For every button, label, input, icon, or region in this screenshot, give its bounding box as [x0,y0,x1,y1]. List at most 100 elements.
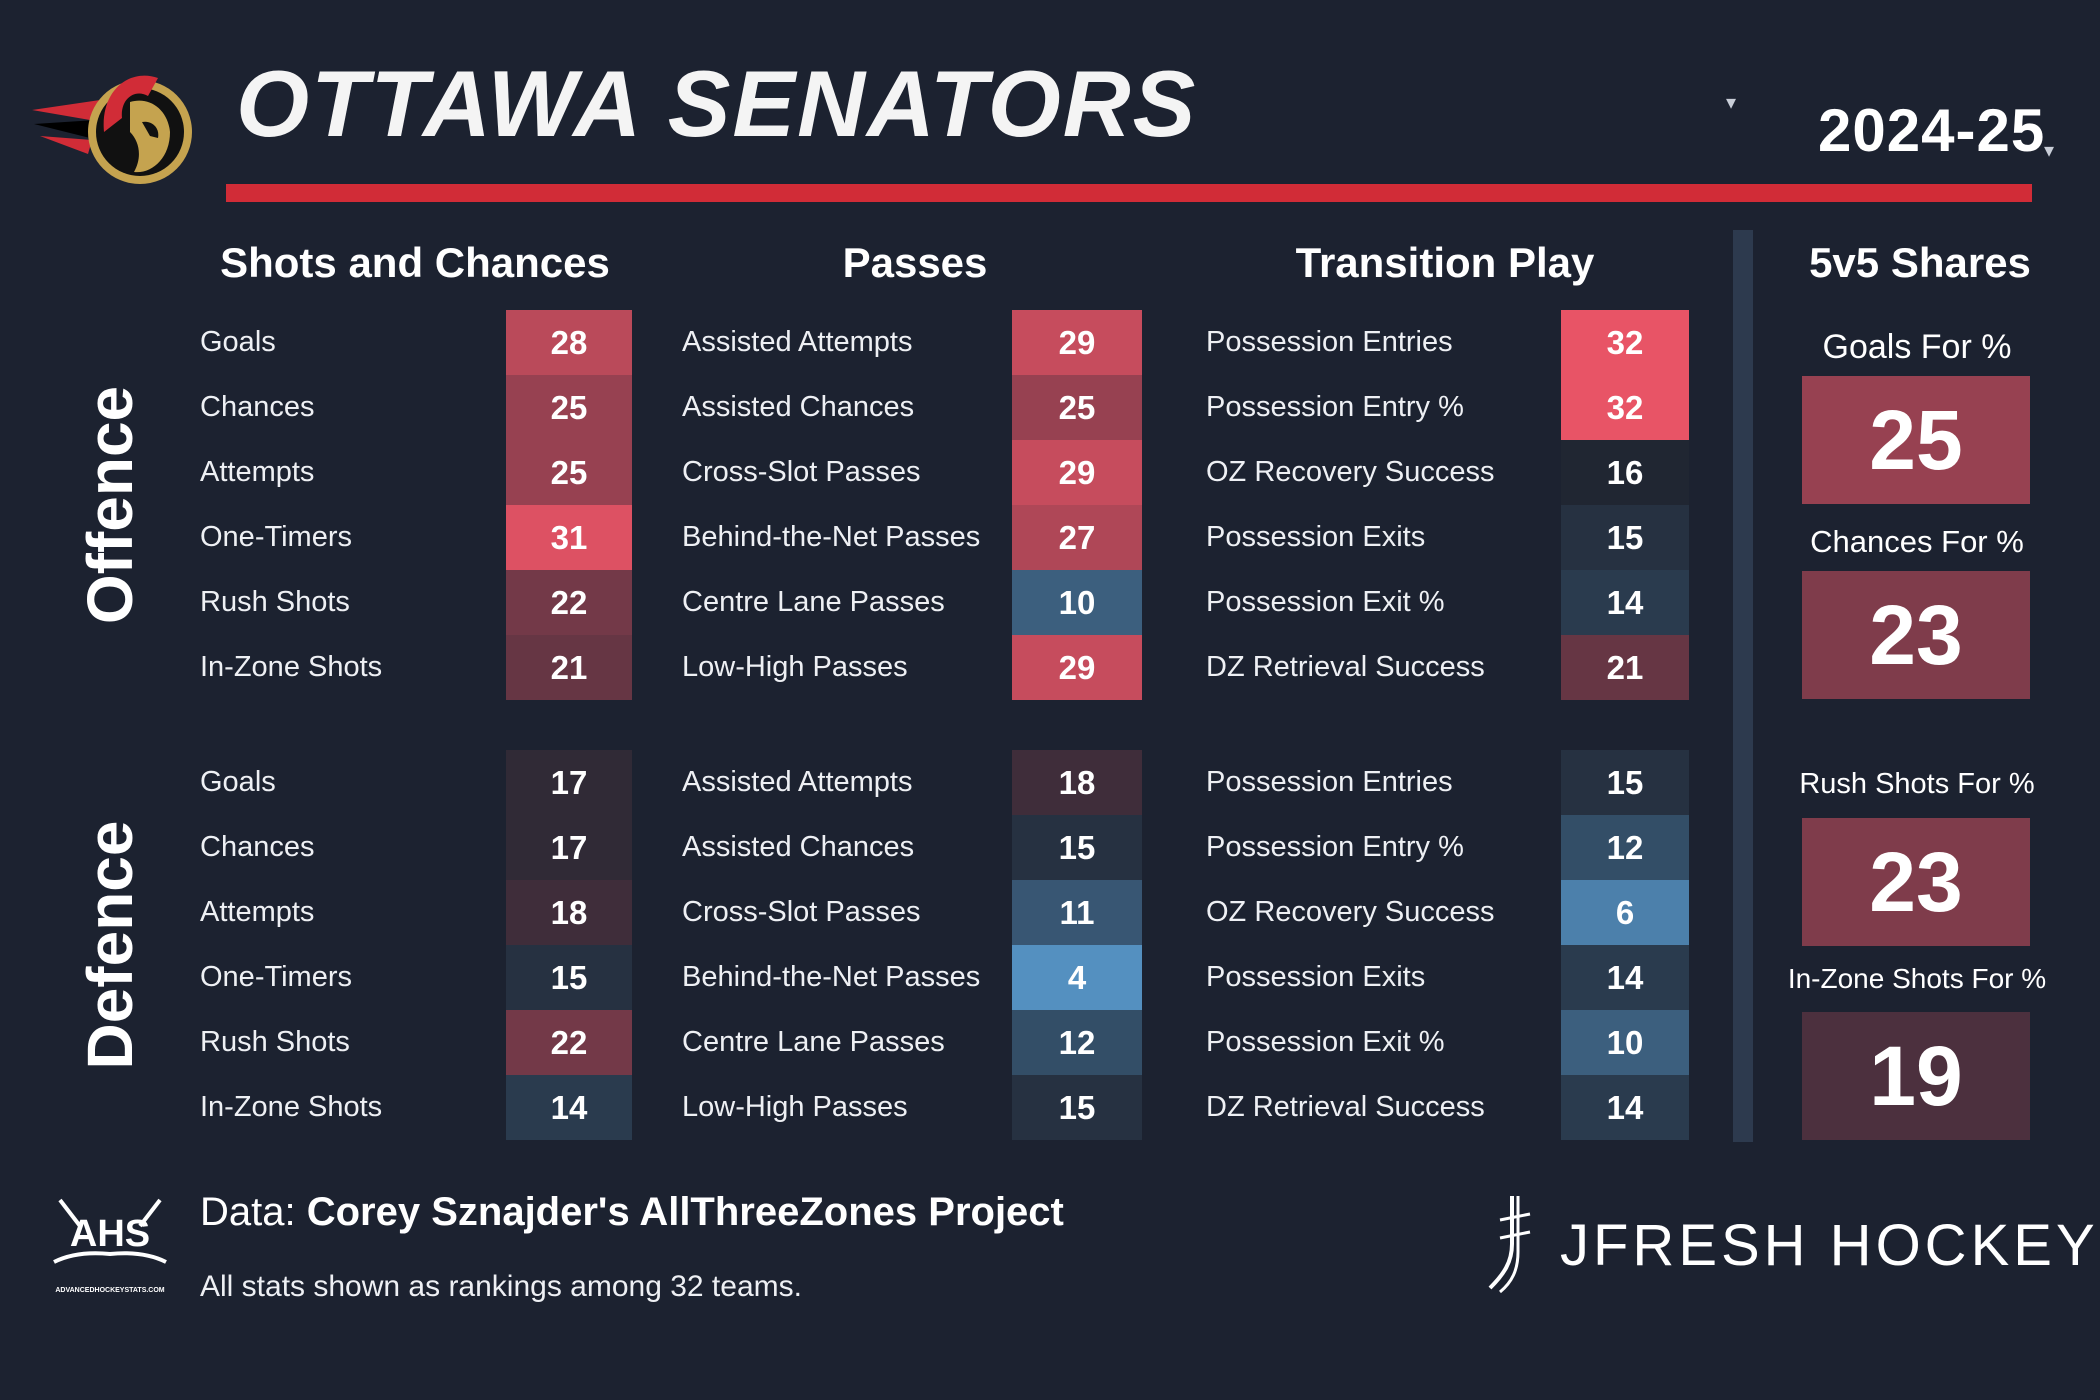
heading-5v5-shares: 5v5 Shares [1809,239,2031,286]
stat-label: Assisted Attempts [682,766,913,798]
stat-label: Behind-the-Net Passes [682,521,981,553]
stat-rank-cell: 15 [1561,750,1689,815]
stat-row: Possession Entries 15 [0,750,2100,815]
stat-row: Possession Entry % 32 [0,375,2100,440]
stat-row: OZ Recovery Success 16 [0,440,2100,505]
stat-rank-cell: 4 [1012,945,1142,1010]
stat-row: Behind-the-Net Passes 4 [0,945,2100,1010]
stat-row: Goals 17 [0,750,2100,815]
stat-rank-cell: 12 [1012,1010,1142,1075]
stat-rank-cell: 16 [1561,440,1689,505]
stat-row: Assisted Attempts 29 [0,310,2100,375]
stat-label: Assisted Chances [682,391,915,423]
stat-label: Cross-Slot Passes [682,456,921,488]
stat-label: Attempts [200,896,315,928]
stat-label: Possession Entry % [1206,391,1464,423]
heading-passes: Passes [842,239,988,286]
stat-rank-cell: 29 [1012,440,1142,505]
season-selector[interactable]: 2024-25 [1818,97,2046,164]
stat-row: Possession Entry % 12 [0,815,2100,880]
stat-rank-cell: 21 [1561,635,1689,700]
stat-rank-cell: 15 [506,945,632,1010]
stat-row: OZ Recovery Success 6 [0,880,2100,945]
share-label-chances-for: Chances For % [1810,524,2024,559]
stat-label: Assisted Chances [682,831,915,863]
stat-row: One-Timers 15 [0,945,2100,1010]
stat-row: In-Zone Shots 14 [0,1075,2100,1140]
stat-label: Centre Lane Passes [682,1026,945,1058]
stat-label: Low-High Passes [682,1091,908,1123]
stat-rank-cell: 29 [1012,310,1142,375]
column-divider [1733,230,1753,1142]
stat-label: One-Timers [200,521,352,553]
stat-label: Centre Lane Passes [682,586,945,618]
stat-row: Cross-Slot Passes 29 [0,440,2100,505]
stat-row: Cross-Slot Passes 11 [0,880,2100,945]
stat-rank-cell: 27 [1012,505,1142,570]
jfresh-logo-icon [1482,1192,1542,1296]
stat-label: In-Zone Shots [200,651,383,683]
stat-label: OZ Recovery Success [1206,896,1495,928]
stat-label: Possession Exit % [1206,1026,1445,1058]
stat-rank-cell: 29 [1012,635,1142,700]
stat-rank-cell: 32 [1561,310,1689,375]
share-value-rush-shots-for: 23 [1802,818,2030,946]
stat-label: Cross-Slot Passes [682,896,921,928]
stat-label: Assisted Attempts [682,326,913,358]
season-dropdown-caret-icon[interactable]: ▾ [2044,140,2055,162]
stat-label: Behind-the-Net Passes [682,961,981,993]
stat-rank-cell: 12 [1561,815,1689,880]
stat-label: In-Zone Shots [200,1091,383,1123]
stat-row: Low-High Passes 15 [0,1075,2100,1140]
jfresh-brand-name: JFRESH HOCKEY [1560,1213,2099,1278]
ahs-logo: AHS ADVANCEDHOCKEYSTATS.COM [50,1188,170,1298]
stat-rank-cell: 17 [506,815,632,880]
stat-rank-cell: 22 [506,570,632,635]
share-value-goals-for: 25 [1802,376,2030,504]
stat-rank-cell: 18 [506,880,632,945]
stat-rank-cell: 10 [1012,570,1142,635]
stat-row: In-Zone Shots 21 [0,635,2100,700]
stat-rank-cell: 15 [1561,505,1689,570]
stat-label: OZ Recovery Success [1206,456,1495,488]
ahs-logo-text: AHS [70,1213,150,1255]
stat-row: Low-High Passes 29 [0,635,2100,700]
stat-row: Possession Exit % 14 [0,570,2100,635]
stat-row: Centre Lane Passes 12 [0,1010,2100,1075]
stat-rank-cell: 11 [1012,880,1142,945]
stat-row: Possession Exits 14 [0,945,2100,1010]
stat-label: Possession Entries [1206,766,1453,798]
team-logo [30,62,195,192]
stat-rank-cell: 14 [506,1075,632,1140]
stat-label: Possession Entry % [1206,831,1464,863]
stat-rank-cell: 25 [506,440,632,505]
heading-shots-and-chances: Shots and Chances [220,239,610,286]
stat-rank-cell: 21 [506,635,632,700]
share-label-goals-for: Goals For % [1822,328,2012,366]
stat-rank-cell: 14 [1561,570,1689,635]
stat-rank-cell: 18 [1012,750,1142,815]
stat-rank-cell: 15 [1012,815,1142,880]
stat-row: Possession Exits 15 [0,505,2100,570]
stat-row: Chances 25 [0,375,2100,440]
stat-row: DZ Retrieval Success 21 [0,635,2100,700]
stat-rank-cell: 31 [506,505,632,570]
stat-label: Possession Exits [1206,521,1426,553]
footnote: All stats shown as rankings among 32 tea… [200,1270,802,1303]
stat-label: Attempts [200,456,315,488]
stat-row: Goals 28 [0,310,2100,375]
stat-rank-cell: 28 [506,310,632,375]
stat-label: Possession Exits [1206,961,1426,993]
stat-row: Assisted Chances 25 [0,375,2100,440]
stat-label: Rush Shots [200,1026,350,1058]
share-value-chances-for: 23 [1802,571,2030,699]
stat-rank-cell: 14 [1561,1075,1689,1140]
team-dropdown-caret-icon[interactable]: ▾ [1726,92,1737,114]
stat-rank-cell: 32 [1561,375,1689,440]
stat-row: Attempts 25 [0,440,2100,505]
data-source: Corey Sznajder's AllThreeZones Project [306,1190,1064,1234]
team-title: OTTAWA SENATORS [236,51,1198,156]
stat-label: DZ Retrieval Success [1206,651,1485,683]
stat-row: Centre Lane Passes 10 [0,570,2100,635]
stat-label: DZ Retrieval Success [1206,1091,1485,1123]
